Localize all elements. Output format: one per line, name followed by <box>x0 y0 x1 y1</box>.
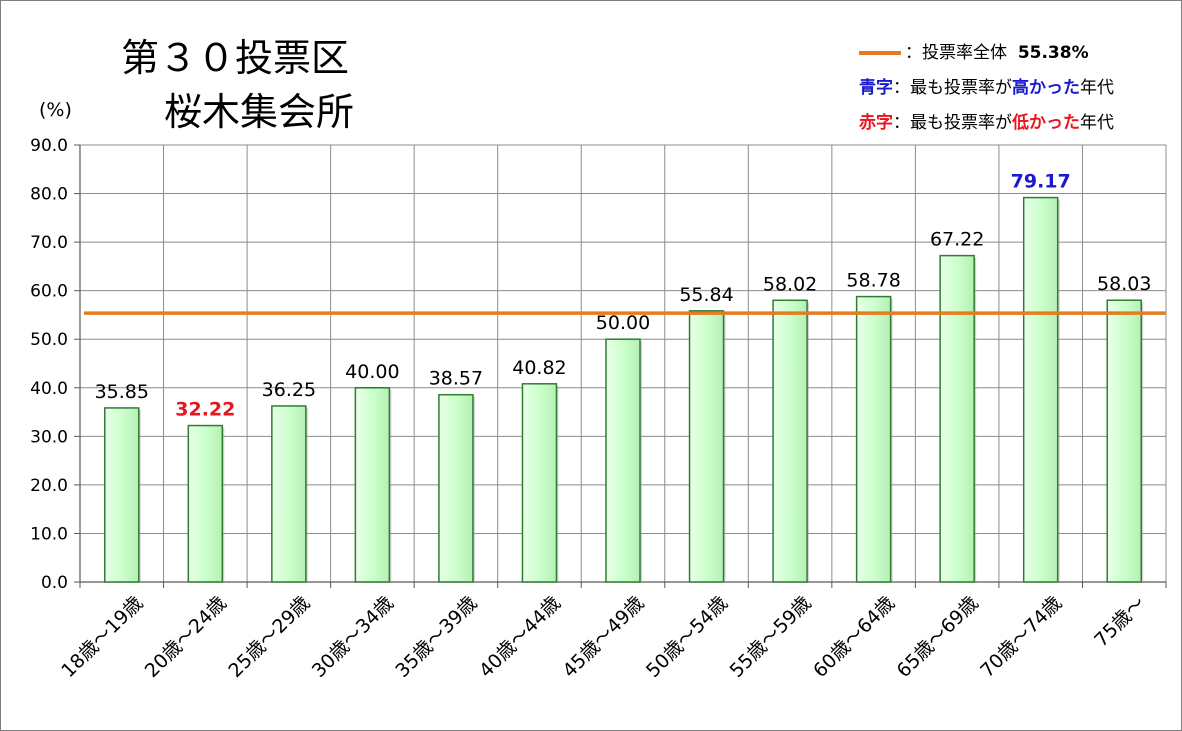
legend-blue-emph: 高かった <box>1012 78 1080 98</box>
y-tick-label: 70.0 <box>30 233 68 253</box>
y-tick-label: 60.0 <box>30 282 68 302</box>
bar-value-label: 79.17 <box>1011 171 1071 193</box>
legend-overall-value: 55.38% <box>1017 43 1089 63</box>
bar <box>1106 299 1142 583</box>
bar <box>271 405 307 583</box>
y-tick-label: 10.0 <box>30 524 68 544</box>
legend-highest: 青字：最も投票率が高かった年代 <box>859 73 1114 98</box>
legend-blue-key: 青字 <box>859 78 893 98</box>
x-category-label: 45歳～49歳 <box>558 592 648 682</box>
bar <box>104 407 140 583</box>
bar <box>772 299 808 583</box>
bar-value-label: 36.25 <box>262 379 316 401</box>
x-category-label: 60歳～64歳 <box>809 592 899 682</box>
x-category-label: 30歳～34歳 <box>308 592 398 682</box>
y-tick-label: 0.0 <box>41 573 68 593</box>
legend-overall: ：投票率全体 55.38% <box>859 38 1089 63</box>
chart-title-line2: 桜木集会所 <box>164 90 355 134</box>
bar <box>354 387 391 583</box>
x-category-label: 70歳～74歳 <box>976 592 1066 682</box>
y-axis-unit-label: (%) <box>39 99 72 121</box>
bar-value-label: 58.02 <box>763 273 817 295</box>
labels-layer: 0.0 10.0 20.0 30.0 40.0 50.0 60.0 70.0 80.0 90.0 3… <box>30 136 1151 682</box>
y-tick-label: 30.0 <box>30 427 68 447</box>
bar-value-label: 67.22 <box>930 229 984 251</box>
bar <box>855 295 892 583</box>
grid-layer <box>74 144 1167 588</box>
legend-overall-line-swatch <box>859 51 901 55</box>
bar-value-label: 58.78 <box>846 270 900 292</box>
bar-value-label: 35.85 <box>95 381 149 403</box>
bar-value-label: 38.57 <box>429 368 483 390</box>
y-tick-label: 20.0 <box>30 476 68 496</box>
x-category-label: 20歳～24歳 <box>141 592 231 682</box>
legend-blue-text-2: 年代 <box>1080 78 1114 98</box>
bar <box>605 338 641 583</box>
bar <box>688 310 725 583</box>
y-tick-label: 80.0 <box>30 185 68 205</box>
y-tick-label: 50.0 <box>30 330 68 350</box>
bar <box>521 383 558 583</box>
bar-value-label: 55.84 <box>679 284 733 306</box>
bar-value-label: 32.22 <box>175 399 235 421</box>
y-tick-label: 40.0 <box>30 379 68 399</box>
legend-red-emph: 低かった <box>1012 113 1080 133</box>
x-category-label: 18歳～19歳 <box>57 592 147 682</box>
bar <box>187 424 224 583</box>
x-category-label: 40歳～44歳 <box>475 592 565 682</box>
x-category-label: 25歳～29歳 <box>224 592 314 682</box>
y-tick-label: 90.0 <box>30 136 68 156</box>
legend-blue-text-1: ：最も投票率が <box>893 78 1012 98</box>
legend-red-key: 赤字 <box>859 113 893 133</box>
chart-title-line1: 第３０投票区 <box>121 36 350 80</box>
bar-value-label: 58.03 <box>1097 273 1151 295</box>
legend-overall-label: ：投票率全体 <box>905 43 1007 63</box>
x-category-label: 65歳～69歳 <box>893 592 983 682</box>
bar-value-label: 40.82 <box>512 357 566 379</box>
legend-red-text-2: 年代 <box>1080 113 1114 133</box>
x-category-label: 75歳～ <box>1090 592 1150 652</box>
bar-value-label: 50.00 <box>596 312 650 334</box>
bar <box>1022 196 1059 583</box>
x-category-label: 50歳～54歳 <box>642 592 732 682</box>
legend-lowest: 赤字：最も投票率が低かった年代 <box>859 108 1114 133</box>
bars-layer <box>104 196 1144 583</box>
x-category-label: 35歳～39歳 <box>391 592 481 682</box>
bar-value-label: 40.00 <box>345 361 399 383</box>
legend-red-text-1: ：最も投票率が <box>893 113 1012 133</box>
bar <box>438 393 474 583</box>
bar <box>939 254 975 583</box>
x-category-label: 55歳～59歳 <box>726 592 816 682</box>
